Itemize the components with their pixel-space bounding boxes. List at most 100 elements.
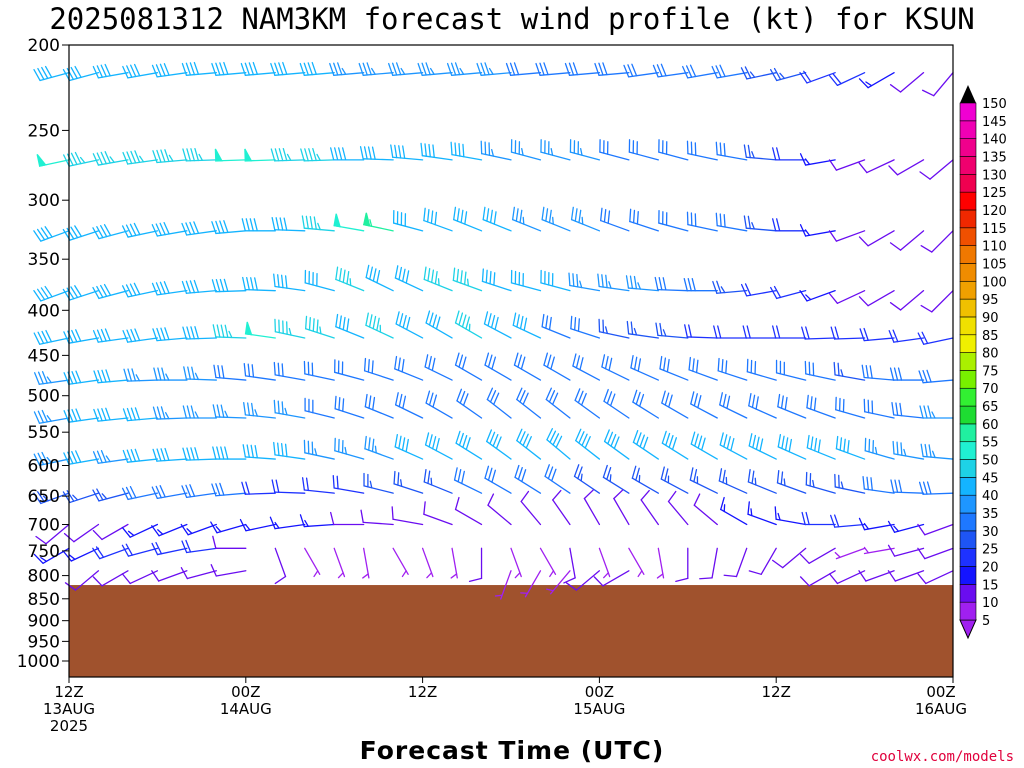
barb-feather (338, 315, 342, 329)
barb-staff (598, 547, 611, 578)
barb-feather (97, 408, 103, 422)
barb-feather (747, 501, 750, 515)
barb-staff (423, 219, 453, 232)
barb-feather (135, 374, 141, 382)
barb-feather (692, 358, 695, 372)
barb-staff (98, 492, 129, 502)
barb-staff (775, 372, 807, 381)
barb-staff (364, 406, 394, 419)
wind-barb (62, 285, 100, 301)
wind-barb (563, 547, 576, 584)
barb-staff (690, 403, 718, 419)
barb-staff (805, 373, 836, 381)
wind-barb (210, 521, 247, 534)
barb-feather (212, 404, 217, 418)
barb-feather (134, 150, 141, 164)
barb-feather (605, 274, 608, 289)
barb-feather (580, 473, 583, 482)
barb-feather (578, 431, 585, 444)
barb-feather (299, 62, 305, 76)
barb-feather (92, 286, 100, 300)
barb-staff (540, 151, 571, 161)
barb-feather (41, 409, 48, 423)
wind-barb (834, 473, 866, 494)
barb-staff (68, 337, 100, 344)
barb-feather (254, 277, 258, 291)
barb-feather (519, 315, 524, 330)
barb-feather (896, 441, 899, 456)
barb-staff (516, 439, 542, 460)
wind-barb (244, 148, 276, 162)
barb-feather (303, 62, 309, 76)
barb-feather (151, 525, 160, 537)
barb-feather (368, 437, 371, 451)
barb-feather (682, 65, 689, 79)
barb-feather (580, 392, 587, 406)
wind-barb (920, 230, 954, 253)
barb-pennant (363, 212, 371, 227)
wind-barb (835, 435, 866, 460)
barb-staff (97, 159, 129, 166)
y-tick-label: 950 (28, 632, 60, 652)
wind-barb (122, 448, 159, 463)
barb-staff (746, 371, 777, 381)
colorbar-label: 60 (982, 418, 999, 433)
barb-feather (516, 314, 520, 328)
barb-feather (799, 153, 807, 166)
barb-feather (715, 65, 722, 78)
barb-feather (126, 151, 133, 165)
barb-feather (151, 486, 158, 500)
colorbar-segment (959, 156, 977, 175)
barb-feather (917, 523, 926, 536)
barb-feather (181, 62, 188, 76)
barb-staff (631, 477, 659, 494)
barb-feather (722, 393, 727, 408)
barb-staff (513, 364, 542, 381)
wind-barb (123, 368, 159, 382)
barb-feather (301, 215, 305, 229)
barb-feather (100, 284, 108, 298)
barb-feather (546, 588, 554, 592)
wind-barb (799, 290, 836, 302)
barb-feather (417, 62, 423, 76)
barb-feather (342, 147, 347, 161)
barb-feather (776, 469, 780, 484)
barb-feather (783, 478, 786, 487)
barb-feather (721, 359, 724, 373)
barb-staff (483, 323, 512, 339)
wind-barb (63, 408, 100, 423)
wind-barb (425, 310, 453, 339)
barb-staff (126, 458, 159, 463)
wind-barb (358, 62, 394, 76)
barb-feather (104, 63, 111, 77)
barb-feather (483, 311, 489, 325)
wind-barb (365, 312, 394, 339)
barb-feather (810, 396, 813, 410)
barb-feather (165, 412, 170, 420)
barb-feather (219, 278, 225, 293)
barb-staff (632, 401, 659, 419)
barb-staff (274, 374, 306, 381)
barb-feather (481, 268, 484, 283)
barb-feather (313, 570, 319, 578)
barb-feather (640, 489, 650, 501)
wind-barb (777, 434, 807, 460)
barb-feather (344, 446, 348, 455)
barb-feather (750, 508, 753, 517)
barb-feather (584, 436, 591, 449)
barb-feather (210, 521, 218, 534)
barb-feather (602, 62, 608, 76)
colorbar-segment (959, 334, 977, 353)
barb-staff (392, 156, 424, 161)
barb-feather (155, 541, 163, 555)
barb-feather (242, 276, 246, 291)
barb-feather (402, 145, 406, 159)
barb-feather (152, 406, 158, 420)
colorbar-label: 5 (982, 614, 990, 629)
barb-feather (579, 357, 584, 371)
barb-feather (372, 268, 377, 282)
barb-feather (839, 437, 843, 451)
x-tick-label: 16AUG (915, 700, 967, 718)
wind-barb (777, 393, 807, 419)
barb-feather (277, 362, 280, 377)
